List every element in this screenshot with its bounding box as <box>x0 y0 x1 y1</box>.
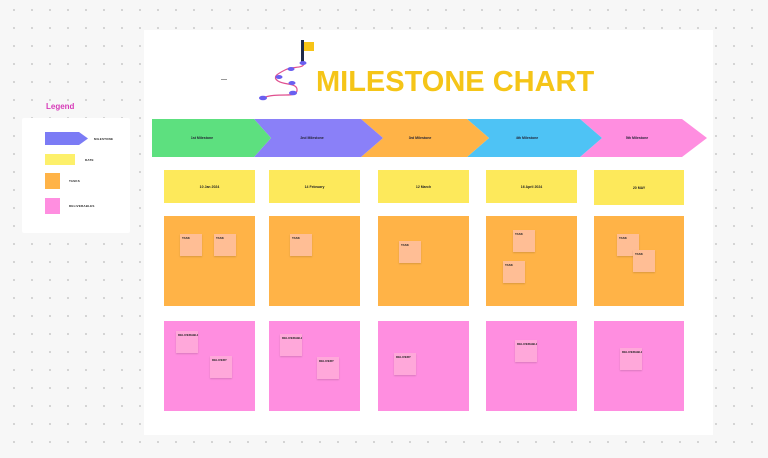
milestone-label-4: 4th Milestone <box>515 136 539 140</box>
tasks-area-2[interactable] <box>269 216 360 306</box>
legend-tasks-swatch <box>45 173 60 189</box>
task-sticky-note[interactable]: TASK <box>399 241 421 263</box>
date-box-3[interactable]: 12 March <box>378 170 469 203</box>
legend-panel[interactable]: MILESTONE DATE TASKS DELIVERABLES <box>22 118 130 233</box>
milestone-arrow-2[interactable] <box>254 119 383 157</box>
milestone-arrow-1[interactable] <box>152 119 271 157</box>
tasks-area-1[interactable] <box>164 216 255 306</box>
date-box-5[interactable]: 20 MAY <box>594 170 684 205</box>
date-box-2[interactable]: 14 February <box>269 170 360 203</box>
milestone-arrow-3[interactable] <box>361 119 489 157</box>
legend-title: Legend <box>46 102 75 111</box>
deliverable-sticky-note[interactable]: DELIVERY <box>210 356 232 378</box>
milestone-label-5: 5th Milestone <box>625 136 649 140</box>
roadmap-flag-icon <box>259 40 314 101</box>
task-sticky-note[interactable]: TASK <box>214 234 236 256</box>
milestone-label-2: 2nd Milestone <box>300 136 324 140</box>
deliverable-sticky-note[interactable]: DELIVERABLE <box>280 334 302 356</box>
tasks-area-3[interactable] <box>378 216 469 306</box>
deliverable-sticky-note[interactable]: DELIVERABLE <box>176 331 198 353</box>
small-mark <box>221 79 227 80</box>
chart-title: MILESTONE CHART <box>316 66 595 98</box>
legend-label-milestone: MILESTONE <box>94 137 114 141</box>
legend-label-tasks: TASKS <box>69 179 80 183</box>
task-sticky-note[interactable]: TASK <box>180 234 202 256</box>
task-sticky-note[interactable]: TASK <box>503 261 525 283</box>
date-box-1[interactable]: 10 Jan 2024 <box>164 170 255 203</box>
legend-date-swatch <box>45 154 75 165</box>
milestone-arrow-4[interactable] <box>467 119 602 157</box>
milestone-arrow-5[interactable] <box>580 119 707 157</box>
milestone-label-3: 3rd Milestone <box>408 136 432 140</box>
task-sticky-note[interactable]: TASK <box>290 234 312 256</box>
deliverables-area-3[interactable] <box>378 321 469 411</box>
deliverable-sticky-note[interactable]: DELIVERABLE <box>515 340 537 362</box>
legend-milestone-arrow-icon <box>45 132 88 145</box>
deliverable-sticky-note[interactable]: DELIVERY <box>317 357 339 379</box>
milestone-label-1: 1st Milestone <box>190 136 214 140</box>
deliverables-area-4[interactable] <box>486 321 577 411</box>
date-box-4[interactable]: 16 April 2024 <box>486 170 577 203</box>
legend-deliverables-swatch <box>45 198 60 214</box>
deliverable-sticky-note[interactable]: DELIVERY <box>394 353 416 375</box>
task-sticky-note[interactable]: TASK <box>633 250 655 272</box>
deliverable-sticky-note[interactable]: DELIVERABLE <box>620 348 642 370</box>
task-sticky-note[interactable]: TASK <box>513 230 535 252</box>
legend-label-date: DATE <box>85 158 94 162</box>
legend-label-deliverables: DELIVERABLES <box>69 204 95 208</box>
